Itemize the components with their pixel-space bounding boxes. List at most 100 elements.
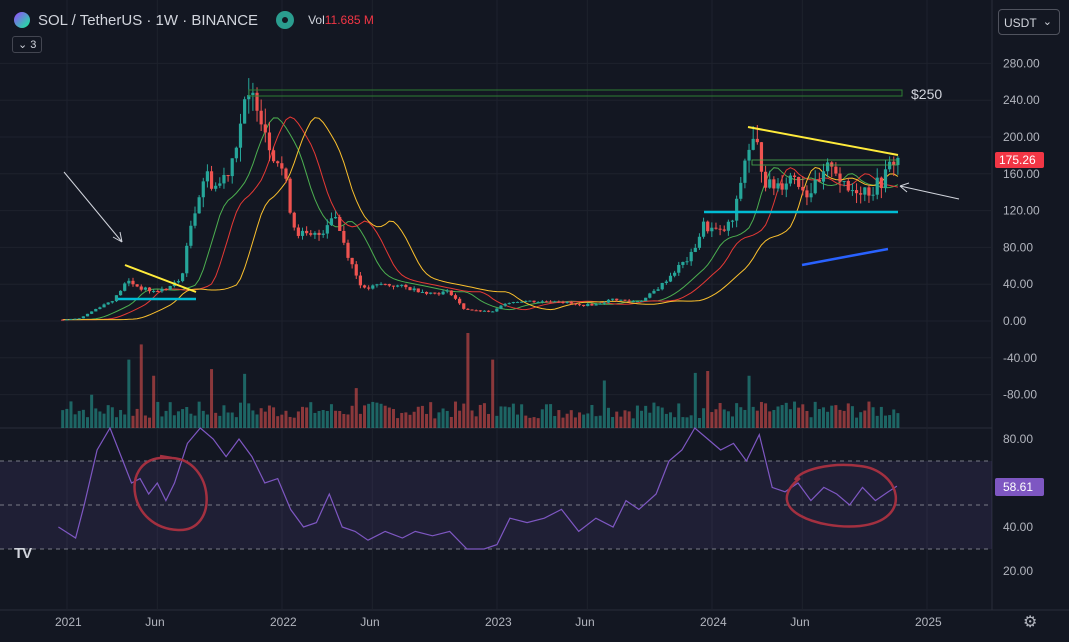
volume-bar bbox=[234, 417, 238, 428]
volume-bar bbox=[685, 417, 689, 428]
volume-bar bbox=[499, 406, 503, 428]
candle-body bbox=[73, 318, 77, 320]
candle-body bbox=[367, 287, 371, 289]
candle-body bbox=[127, 280, 131, 284]
volume-bar bbox=[317, 411, 321, 428]
volume-bar bbox=[863, 410, 867, 428]
volume-bar bbox=[797, 407, 801, 428]
volume-bar bbox=[181, 409, 185, 428]
candle-body bbox=[420, 291, 425, 293]
volume-bar bbox=[826, 411, 830, 428]
candle-body bbox=[565, 301, 569, 303]
candle-body bbox=[400, 284, 404, 286]
volume-bar bbox=[288, 416, 292, 428]
volume-bar bbox=[689, 415, 693, 428]
candle-body bbox=[218, 183, 222, 186]
candle-body bbox=[759, 142, 764, 172]
candle-body bbox=[569, 301, 573, 304]
volume-bar bbox=[888, 415, 892, 428]
candle-body bbox=[226, 174, 230, 177]
volume-bar bbox=[65, 408, 69, 428]
volume-bar bbox=[135, 408, 139, 428]
rsi-tick-label: 20.00 bbox=[1003, 564, 1033, 578]
volume-bar bbox=[453, 401, 457, 428]
candle-body bbox=[677, 264, 681, 273]
volume-bar bbox=[788, 409, 792, 428]
volume-bar bbox=[193, 415, 197, 428]
volume-bar bbox=[668, 412, 672, 428]
volume-bar bbox=[156, 401, 160, 428]
volume-bar bbox=[210, 369, 214, 428]
volume-bar bbox=[367, 403, 371, 428]
volume-bar bbox=[449, 416, 453, 428]
candle-body bbox=[470, 309, 474, 311]
candle-body bbox=[404, 284, 408, 288]
volume-bar bbox=[226, 412, 230, 428]
volume-bar bbox=[883, 415, 887, 428]
candle-body bbox=[846, 180, 850, 191]
volume-bar bbox=[565, 413, 569, 428]
volume-bar bbox=[557, 410, 561, 428]
volume-bar bbox=[553, 416, 557, 428]
candle-body bbox=[321, 233, 325, 235]
volume-bar bbox=[205, 414, 209, 428]
range-box bbox=[751, 159, 898, 166]
candle-body bbox=[611, 298, 615, 300]
candle-body bbox=[826, 162, 830, 172]
candle-body bbox=[474, 310, 478, 312]
volume-bar bbox=[94, 408, 98, 428]
candle-body bbox=[689, 251, 693, 262]
candle-body bbox=[553, 301, 557, 303]
candle-body bbox=[883, 169, 888, 189]
rsi-circle-2024 bbox=[785, 463, 898, 528]
currency-selector[interactable]: USDT ⌄ bbox=[998, 9, 1060, 35]
volume-bar bbox=[313, 412, 317, 428]
target-label: $250 bbox=[911, 86, 942, 102]
candle-body bbox=[503, 303, 507, 306]
volume-bar bbox=[640, 410, 644, 428]
candle-body bbox=[520, 301, 524, 303]
volume-bar bbox=[726, 411, 730, 428]
candle-body bbox=[619, 299, 623, 301]
resistance-zone bbox=[248, 89, 903, 97]
symbol-title[interactable]: SOL / TetherUS · 1W · BINANCE bbox=[38, 11, 259, 29]
volume-bar bbox=[755, 410, 759, 428]
gear-icon[interactable]: ⚙ bbox=[1023, 614, 1038, 631]
candle-body bbox=[152, 291, 156, 293]
candle-body bbox=[408, 287, 412, 291]
candle-body bbox=[635, 301, 640, 303]
volume-bar bbox=[793, 401, 797, 428]
candle-body bbox=[776, 183, 780, 189]
volume-bar bbox=[102, 413, 106, 428]
candle-body bbox=[834, 166, 838, 174]
eye-icon[interactable] bbox=[276, 11, 295, 29]
candle-body bbox=[511, 302, 515, 304]
ema-mid-line bbox=[62, 116, 899, 321]
volume-bar bbox=[520, 404, 524, 428]
candle-body bbox=[681, 262, 685, 265]
volume-bar bbox=[532, 417, 536, 428]
volume-bar bbox=[255, 414, 259, 428]
candle-body bbox=[602, 302, 606, 304]
volume-bar bbox=[408, 414, 412, 428]
volume-bar bbox=[681, 417, 685, 428]
volume-bar bbox=[801, 404, 805, 428]
candle-body bbox=[577, 304, 582, 306]
volume-bar bbox=[540, 409, 544, 428]
candle-body bbox=[379, 283, 383, 285]
volume-bar bbox=[214, 412, 218, 428]
volume-bar bbox=[735, 403, 739, 428]
volume-bar bbox=[267, 405, 271, 428]
volume-bar bbox=[363, 405, 367, 428]
volume-bar bbox=[321, 410, 325, 428]
volume-bar bbox=[90, 394, 94, 428]
sol-coin-icon bbox=[14, 12, 30, 28]
candle-body bbox=[797, 176, 801, 187]
candle-body bbox=[586, 303, 590, 307]
indicators-toggle[interactable]: ⌄ 3 bbox=[12, 36, 43, 53]
volume-bar bbox=[598, 415, 602, 428]
candle-body bbox=[90, 311, 94, 314]
volume-bar bbox=[189, 413, 193, 428]
volume-bar bbox=[334, 410, 338, 428]
